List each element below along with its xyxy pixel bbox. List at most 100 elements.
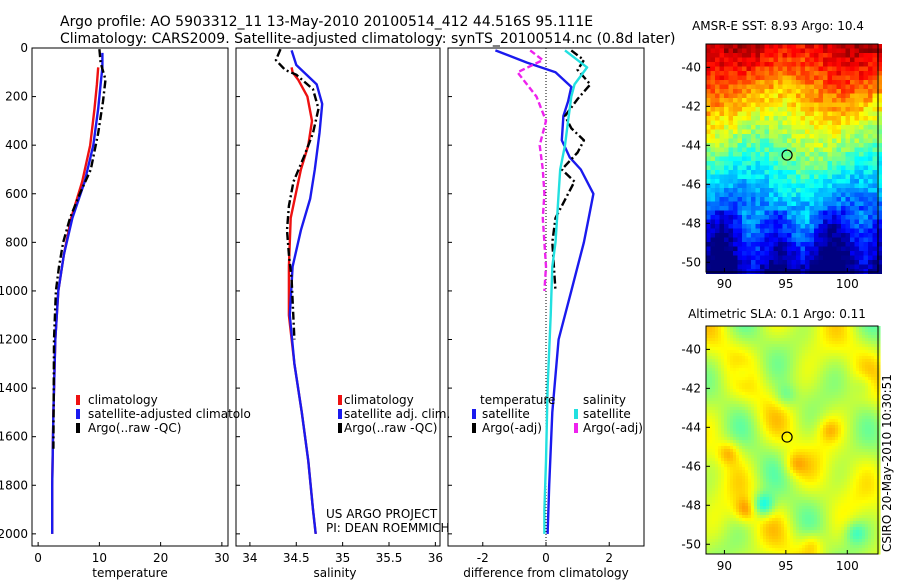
heatmap-cell xyxy=(724,138,729,144)
heatmap-cell xyxy=(805,242,810,247)
heatmap-cell xyxy=(826,425,830,429)
heatmap-cell xyxy=(856,455,860,459)
heatmap-cell xyxy=(856,416,860,420)
heatmap-cell xyxy=(719,57,725,63)
heatmap-cell xyxy=(769,365,773,369)
heatmap-cell xyxy=(841,359,845,363)
heatmap-cell xyxy=(733,368,737,372)
heatmap-cell xyxy=(751,170,756,175)
heatmap-cell xyxy=(791,98,797,103)
heatmap-cell xyxy=(856,371,860,375)
heatmap-cell xyxy=(751,246,756,252)
heatmap-cell xyxy=(712,365,716,369)
heatmap-cell xyxy=(778,116,783,121)
heatmap-cell xyxy=(769,425,773,429)
heatmap-cell xyxy=(871,371,875,375)
heatmap-cell xyxy=(811,377,815,381)
heatmap-cell xyxy=(877,437,881,441)
heatmap-cell xyxy=(877,407,881,411)
heatmap-cell xyxy=(836,102,842,108)
heatmap-cell xyxy=(845,125,851,130)
heatmap-cell xyxy=(772,407,776,411)
heatmap-cell xyxy=(862,470,866,474)
heatmap-cell xyxy=(836,143,842,148)
heatmap-cell xyxy=(712,473,716,477)
heatmap-cell xyxy=(877,125,882,130)
heatmap-cell xyxy=(829,428,833,432)
heatmap-cell xyxy=(790,347,794,351)
heatmap-cell xyxy=(877,71,882,76)
heatmap-cell xyxy=(805,188,810,193)
heatmap-cell xyxy=(868,48,873,54)
heatmap-cell xyxy=(832,425,836,429)
heatmap-cell xyxy=(706,431,710,435)
heatmap-cell xyxy=(853,383,857,387)
heatmap-cell xyxy=(715,434,719,438)
heatmap-cell xyxy=(737,57,743,63)
heatmap-cell xyxy=(757,329,761,333)
heatmap-cell xyxy=(805,260,810,265)
heatmap-cell xyxy=(769,260,774,265)
heatmap-cell xyxy=(814,161,819,166)
heatmap-cell xyxy=(845,66,851,72)
heatmap-cell xyxy=(856,359,860,363)
heatmap-cell xyxy=(796,161,801,166)
heatmap-cell xyxy=(820,398,824,402)
heatmap-cell xyxy=(802,407,806,411)
heatmap-cell xyxy=(838,410,842,414)
heatmap-cell xyxy=(760,401,764,405)
heatmap-cell xyxy=(814,425,818,429)
heatmap-cell xyxy=(751,374,755,378)
heatmap-cell xyxy=(748,434,752,438)
heatmap-cell xyxy=(827,66,833,72)
heatmap-cell xyxy=(835,401,839,405)
heatmap-cell xyxy=(845,44,851,49)
heatmap-cell xyxy=(802,338,806,342)
heatmap-cell xyxy=(712,413,716,417)
heatmap-cell xyxy=(712,428,716,432)
heatmap-cell xyxy=(877,156,882,162)
heatmap-cell xyxy=(760,138,765,144)
heatmap-cell xyxy=(868,246,873,252)
heatmap-cell xyxy=(730,377,734,381)
heatmap-cell xyxy=(755,98,761,103)
heatmap-cell xyxy=(802,416,806,420)
heatmap-cell xyxy=(850,174,855,180)
heatmap-cell xyxy=(802,434,806,438)
heatmap-cell xyxy=(710,147,716,153)
heatmap-cell xyxy=(782,75,788,81)
heatmap-cell xyxy=(835,461,839,465)
heatmap-cell xyxy=(769,368,773,372)
heatmap-cell xyxy=(739,356,743,360)
heatmap-cell xyxy=(718,380,722,384)
heatmap-cell xyxy=(805,44,810,49)
heatmap-cell xyxy=(877,206,882,211)
heatmap-cell xyxy=(742,440,746,444)
heatmap-cell xyxy=(721,371,725,375)
heatmap-cell xyxy=(754,350,758,354)
heatmap-cell xyxy=(778,461,782,465)
heatmap-cell xyxy=(823,174,828,180)
heatmap-cell xyxy=(805,353,809,357)
heatmap-cell xyxy=(820,425,824,429)
heatmap-cell xyxy=(877,461,881,465)
heatmap-cell xyxy=(871,329,875,333)
heatmap-cell xyxy=(841,434,845,438)
heatmap-cell xyxy=(805,206,810,211)
heatmap-cell xyxy=(737,206,743,211)
heatmap-cell xyxy=(746,210,752,216)
heatmap-cell xyxy=(760,458,764,462)
heatmap-cell xyxy=(808,407,812,411)
heatmap-cell xyxy=(868,237,873,243)
depth-tick-label: 0 xyxy=(20,41,28,55)
heatmap-cell xyxy=(730,395,734,399)
heatmap-cell xyxy=(733,147,738,153)
heatmap-cell xyxy=(755,174,761,180)
heatmap-cell xyxy=(775,368,779,372)
heatmap-cell xyxy=(841,422,845,426)
heatmap-cell xyxy=(836,170,842,175)
heatmap-cell xyxy=(745,359,749,363)
heatmap-cell xyxy=(863,215,869,220)
heatmap-cell xyxy=(808,437,812,441)
heatmap-cell xyxy=(800,66,806,72)
